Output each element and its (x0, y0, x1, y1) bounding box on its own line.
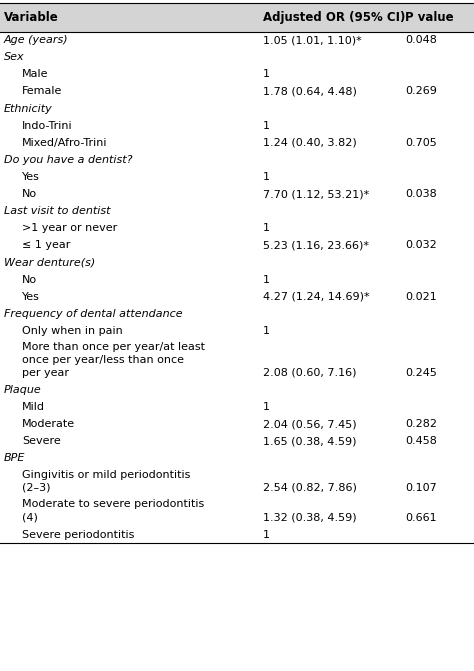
Text: 0.269: 0.269 (405, 87, 437, 97)
Text: 5.23 (1.16, 23.66)*: 5.23 (1.16, 23.66)* (263, 240, 369, 250)
Text: 1.32 (0.38, 4.59): 1.32 (0.38, 4.59) (263, 513, 357, 523)
Text: More than once per year/at least
once per year/less than once
per year: More than once per year/at least once pe… (22, 342, 205, 378)
Text: 0.021: 0.021 (405, 292, 437, 302)
Text: 1: 1 (263, 402, 270, 412)
Text: Only when in pain: Only when in pain (22, 326, 123, 336)
Text: 2.08 (0.60, 7.16): 2.08 (0.60, 7.16) (263, 368, 356, 378)
Text: Yes: Yes (22, 292, 40, 302)
Text: 1.65 (0.38, 4.59): 1.65 (0.38, 4.59) (263, 436, 356, 446)
Text: Moderate to severe periodontitis
(4): Moderate to severe periodontitis (4) (22, 499, 204, 522)
Text: 2.54 (0.82, 7.86): 2.54 (0.82, 7.86) (263, 483, 357, 493)
Text: 0.661: 0.661 (405, 513, 437, 523)
Text: Variable: Variable (4, 11, 59, 24)
Text: 1: 1 (263, 274, 270, 285)
Text: Plaque: Plaque (4, 385, 42, 395)
Text: Moderate: Moderate (22, 419, 75, 429)
Text: Mixed/Afro-Trini: Mixed/Afro-Trini (22, 138, 107, 148)
Text: Adjusted OR (95% CI): Adjusted OR (95% CI) (263, 11, 405, 24)
Text: No: No (22, 189, 37, 199)
Text: 0.705: 0.705 (405, 138, 437, 148)
Text: 1: 1 (263, 69, 270, 79)
Text: 7.70 (1.12, 53.21)*: 7.70 (1.12, 53.21)* (263, 189, 369, 199)
Text: Wear denture(s): Wear denture(s) (4, 258, 95, 268)
Text: 1: 1 (263, 121, 270, 131)
Text: Mild: Mild (22, 402, 45, 412)
Text: 0.107: 0.107 (405, 483, 437, 493)
Text: Female: Female (22, 87, 62, 97)
Text: ≤ 1 year: ≤ 1 year (22, 240, 70, 250)
Text: Do you have a dentist?: Do you have a dentist? (4, 155, 132, 165)
Text: 0.458: 0.458 (405, 436, 437, 446)
Text: 1.78 (0.64, 4.48): 1.78 (0.64, 4.48) (263, 87, 357, 97)
Text: Frequency of dental attendance: Frequency of dental attendance (4, 309, 182, 319)
Text: 1: 1 (263, 172, 270, 182)
Text: Indo-Trini: Indo-Trini (22, 121, 73, 131)
Text: P value: P value (405, 11, 454, 24)
Text: 0.038: 0.038 (405, 189, 437, 199)
Text: 0.245: 0.245 (405, 368, 437, 378)
Text: Severe: Severe (22, 436, 61, 446)
Text: 1: 1 (263, 529, 270, 539)
Bar (0, 3, 474, 32)
Text: 1: 1 (263, 326, 270, 336)
Text: 4.27 (1.24, 14.69)*: 4.27 (1.24, 14.69)* (263, 292, 370, 302)
Text: 0.282: 0.282 (405, 419, 438, 429)
Text: BPE: BPE (4, 454, 25, 464)
Text: 1.05 (1.01, 1.10)*: 1.05 (1.01, 1.10)* (263, 35, 362, 45)
Text: 2.04 (0.56, 7.45): 2.04 (0.56, 7.45) (263, 419, 357, 429)
Text: No: No (22, 274, 37, 285)
Text: 1: 1 (263, 223, 270, 234)
Text: Sex: Sex (4, 52, 25, 62)
Text: >1 year or never: >1 year or never (22, 223, 117, 234)
Text: Age (years): Age (years) (4, 35, 68, 45)
Text: 1.24 (0.40, 3.82): 1.24 (0.40, 3.82) (263, 138, 357, 148)
Text: 0.048: 0.048 (405, 35, 437, 45)
Text: Last visit to dentist: Last visit to dentist (4, 206, 110, 216)
Text: Male: Male (22, 69, 48, 79)
Text: Ethnicity: Ethnicity (4, 103, 53, 113)
Text: 0.032: 0.032 (405, 240, 437, 250)
Text: Yes: Yes (22, 172, 40, 182)
Text: Gingivitis or mild periodontitis
(2–3): Gingivitis or mild periodontitis (2–3) (22, 470, 190, 493)
Text: Severe periodontitis: Severe periodontitis (22, 529, 134, 539)
